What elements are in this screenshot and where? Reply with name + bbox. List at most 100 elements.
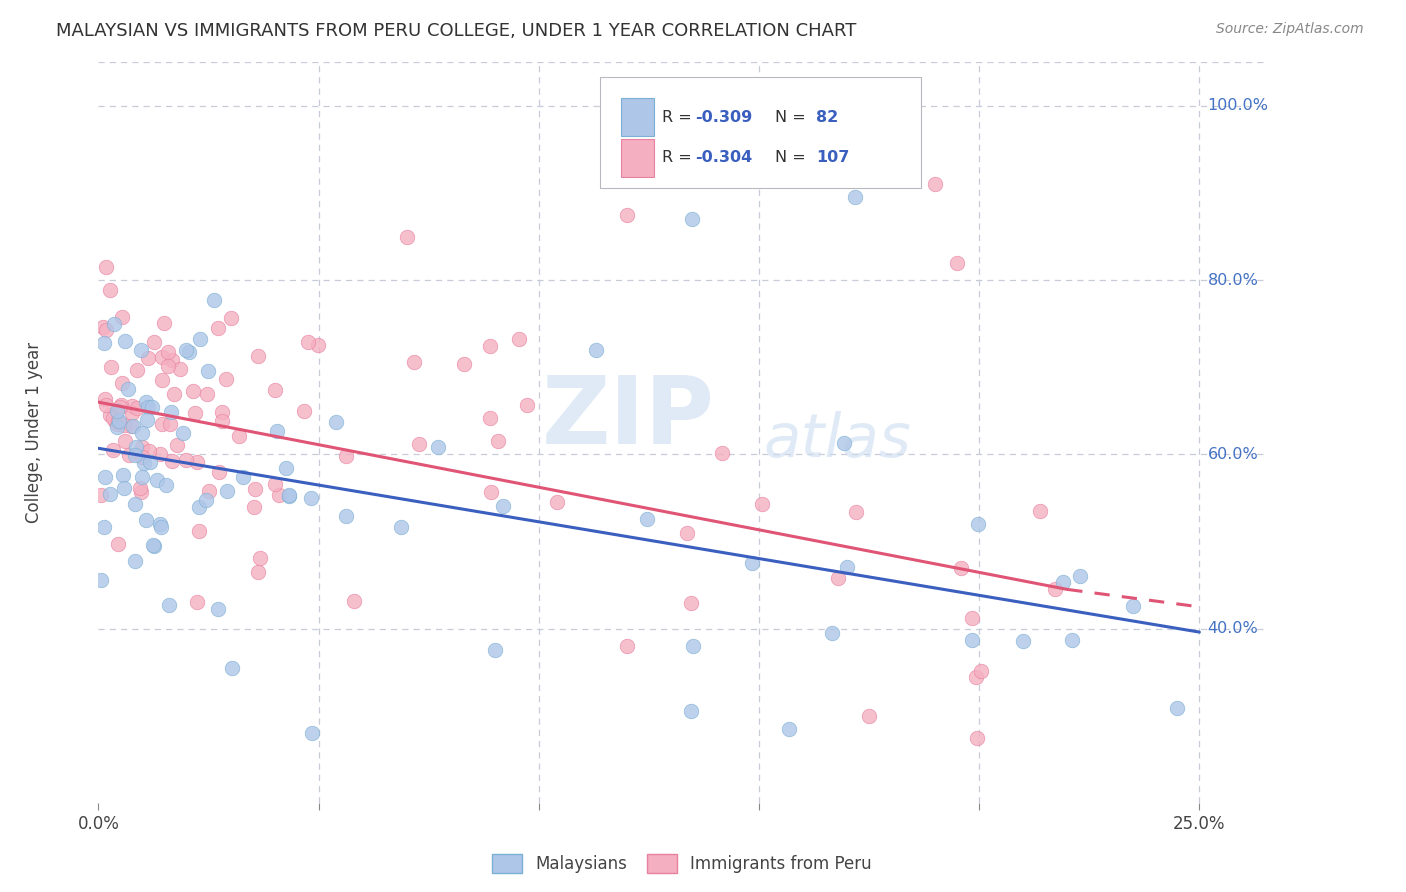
Point xyxy=(94,323,117,337)
Point xyxy=(108,414,131,428)
Text: N =: N = xyxy=(775,110,806,125)
Point xyxy=(197,364,219,378)
Text: R =: R = xyxy=(662,110,697,125)
Point xyxy=(516,397,538,411)
Point xyxy=(160,454,183,468)
Text: -0.309: -0.309 xyxy=(695,110,752,125)
Point xyxy=(107,420,129,434)
Point xyxy=(966,731,988,746)
Point xyxy=(139,455,162,469)
Point xyxy=(157,344,180,359)
Point xyxy=(118,448,141,462)
Point xyxy=(150,520,173,534)
Point xyxy=(188,333,211,347)
Point xyxy=(142,334,165,349)
Point xyxy=(129,484,152,499)
Text: N =: N = xyxy=(775,151,806,165)
Point xyxy=(183,406,205,420)
Point xyxy=(778,722,800,736)
Point xyxy=(1052,575,1074,590)
Point xyxy=(408,437,430,451)
Point xyxy=(101,411,124,425)
Point xyxy=(858,708,880,723)
Point xyxy=(131,426,153,441)
Point xyxy=(104,413,127,427)
Point xyxy=(276,461,298,475)
Point xyxy=(478,339,501,353)
Point xyxy=(157,359,180,373)
Point xyxy=(111,376,134,390)
Point xyxy=(1122,599,1144,613)
Point xyxy=(832,436,855,450)
Point xyxy=(160,405,183,419)
Point xyxy=(94,392,117,406)
Point xyxy=(127,401,149,416)
Point xyxy=(194,493,217,508)
Point xyxy=(402,355,425,369)
Point xyxy=(136,413,159,427)
Point xyxy=(751,498,773,512)
Point xyxy=(188,500,211,515)
Point xyxy=(821,626,844,640)
Point xyxy=(1029,504,1052,518)
Point xyxy=(149,447,172,461)
FancyBboxPatch shape xyxy=(621,98,654,136)
Point xyxy=(946,256,969,270)
Text: 100.0%: 100.0% xyxy=(1208,98,1268,113)
Point xyxy=(114,334,136,349)
Point xyxy=(100,360,122,375)
Point xyxy=(107,413,129,427)
Point xyxy=(676,526,699,541)
Point xyxy=(181,384,204,398)
Point xyxy=(711,446,734,460)
Point xyxy=(155,478,177,492)
Point xyxy=(197,484,219,499)
Point xyxy=(636,512,658,526)
Point xyxy=(301,726,323,740)
Point xyxy=(246,565,269,579)
Point xyxy=(546,495,568,509)
Point xyxy=(294,404,316,418)
Point xyxy=(163,387,186,401)
Point xyxy=(453,357,475,371)
Point xyxy=(1012,634,1035,648)
Point xyxy=(138,444,160,458)
Text: College, Under 1 year: College, Under 1 year xyxy=(25,342,44,524)
Point xyxy=(508,332,530,346)
Point xyxy=(335,449,357,463)
Point xyxy=(157,598,180,612)
Point xyxy=(152,316,174,330)
Point xyxy=(117,382,139,396)
Point xyxy=(232,469,254,483)
Point xyxy=(105,417,128,431)
Text: 107: 107 xyxy=(815,151,849,165)
Point xyxy=(146,473,169,487)
Point xyxy=(93,335,115,350)
Point xyxy=(162,353,184,368)
Point xyxy=(207,602,229,616)
Point xyxy=(204,293,226,308)
Point xyxy=(266,424,288,438)
Point xyxy=(112,418,135,433)
Text: ZIP: ZIP xyxy=(541,372,714,464)
Point xyxy=(208,465,231,479)
Point xyxy=(105,403,128,417)
Point xyxy=(616,639,638,653)
Point xyxy=(120,418,142,433)
Point xyxy=(1069,569,1091,583)
Point xyxy=(150,373,173,387)
Point xyxy=(90,574,112,588)
Point xyxy=(114,434,136,448)
Point xyxy=(426,440,449,454)
Point xyxy=(142,538,165,552)
Legend: Malaysians, Immigrants from Peru: Malaysians, Immigrants from Peru xyxy=(485,847,879,880)
Text: -0.304: -0.304 xyxy=(695,151,752,165)
Point xyxy=(299,491,322,505)
Point xyxy=(297,335,319,350)
Point xyxy=(188,524,211,539)
Point xyxy=(112,481,135,495)
FancyBboxPatch shape xyxy=(621,138,654,178)
Point xyxy=(135,394,157,409)
Text: Source: ZipAtlas.com: Source: ZipAtlas.com xyxy=(1216,22,1364,37)
Point xyxy=(960,632,983,647)
